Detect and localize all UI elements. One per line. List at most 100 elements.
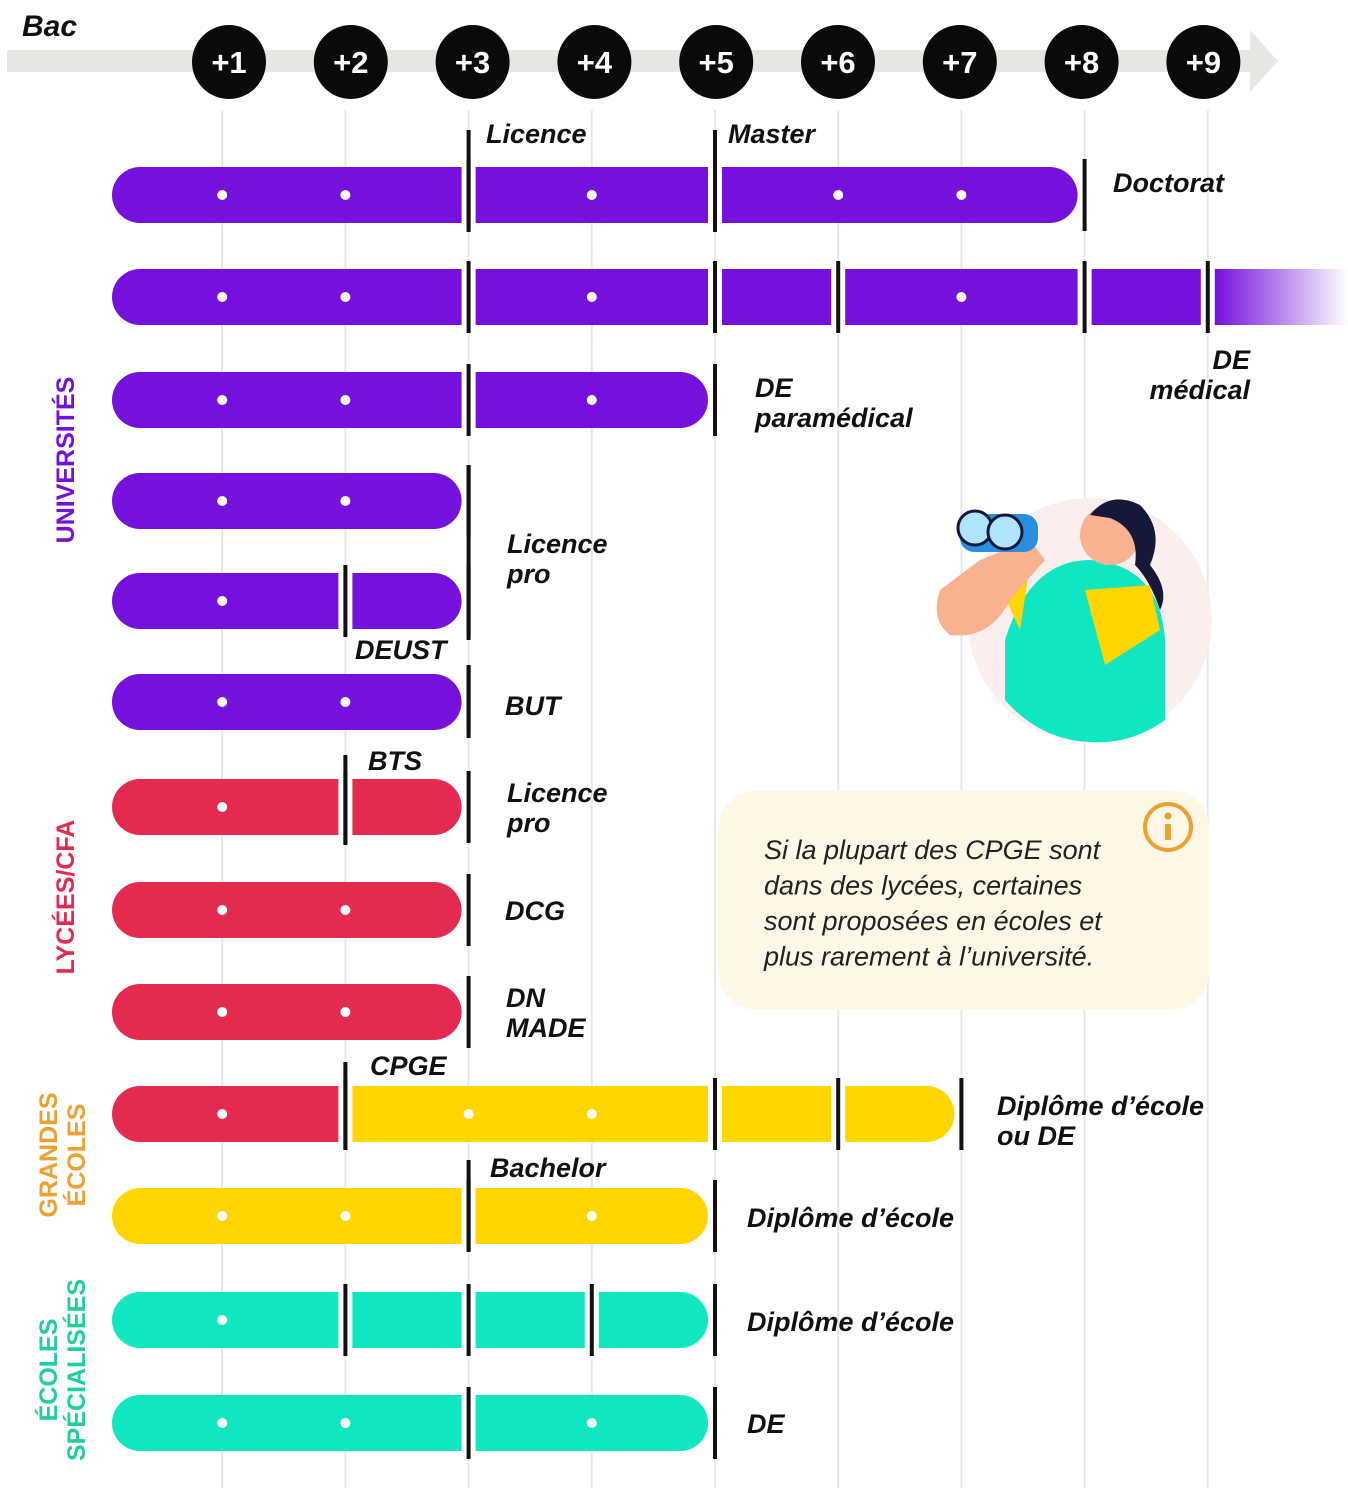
- step-label: +8: [1064, 45, 1099, 80]
- program-label: Bachelor: [490, 1153, 607, 1183]
- program-bar: [352, 1086, 708, 1142]
- year-dot: [217, 1109, 227, 1119]
- year-dot: [217, 905, 227, 915]
- year-dot: [464, 1109, 474, 1119]
- year-dot: [217, 1211, 227, 1221]
- program-label: DN: [506, 983, 545, 1013]
- year-dot: [217, 496, 227, 506]
- program-label: DCG: [505, 896, 565, 926]
- year-dot: [340, 697, 350, 707]
- program-label: Licence: [507, 529, 608, 559]
- step-label: +3: [455, 45, 490, 80]
- step-label: +2: [333, 45, 368, 80]
- year-dot: [956, 292, 966, 302]
- program-bar: [112, 372, 462, 428]
- section-label: UNIVERSITÉS: [51, 377, 80, 544]
- program-label: BUT: [505, 691, 563, 721]
- program-label: DE: [747, 1409, 785, 1439]
- year-dot: [340, 1007, 350, 1017]
- year-dot: [587, 1418, 597, 1428]
- illustration: [937, 498, 1212, 742]
- note-text: sont proposées en écoles et: [764, 906, 1103, 936]
- year-dot: [217, 292, 227, 302]
- program-label: MADE: [506, 1013, 586, 1043]
- program-bar: [112, 984, 462, 1040]
- section-label: ÉCOLES: [62, 1104, 91, 1207]
- program-bar: [112, 1395, 462, 1451]
- note-text: Si la plupart des CPGE sont: [764, 835, 1102, 865]
- step-label: +5: [699, 45, 734, 80]
- year-dot: [217, 190, 227, 200]
- program-label: Licence: [507, 778, 608, 808]
- section-label: ÉCOLES: [34, 1319, 63, 1422]
- step-label: +4: [577, 45, 613, 80]
- program-bar: [112, 674, 462, 730]
- program-label: DE: [755, 373, 793, 403]
- note-text: plus rarement à l’université.: [763, 942, 1094, 972]
- diagram: Bac +1 +2 +3 +4 +5 +6 +7 +8 +9 Licence Master Doctor…: [0, 0, 1348, 1488]
- program-label: Doctorat: [1113, 168, 1225, 198]
- program-bar: [599, 1292, 708, 1348]
- timeline-start: Bac: [22, 10, 77, 43]
- section-label: LYCÉES/CFA: [51, 820, 80, 975]
- program-label: ou DE: [997, 1121, 1076, 1151]
- program-bar: [112, 882, 462, 938]
- program-bar: [352, 779, 461, 835]
- year-dot: [340, 190, 350, 200]
- year-dot: [217, 596, 227, 606]
- program-label: Diplôme d’école: [747, 1307, 954, 1337]
- info-icon: [1165, 824, 1171, 840]
- program-bar: [112, 1188, 462, 1244]
- year-dot: [340, 395, 350, 405]
- program-bar: [1215, 269, 1348, 325]
- year-dot: [587, 292, 597, 302]
- program-label: Diplôme d’école: [747, 1203, 954, 1233]
- year-dot: [217, 697, 227, 707]
- program-bar: [352, 1292, 461, 1348]
- info-icon: [1165, 813, 1172, 820]
- year-dot: [340, 496, 350, 506]
- program-label: Diplôme d’école: [997, 1091, 1204, 1121]
- program-bar: [845, 1086, 954, 1142]
- program-bar: [1092, 269, 1201, 325]
- program-bar: [476, 1292, 585, 1348]
- year-dot: [217, 1315, 227, 1325]
- step-label: +7: [942, 45, 977, 80]
- year-dot: [217, 1418, 227, 1428]
- year-dot: [587, 190, 597, 200]
- step-label: +9: [1186, 45, 1221, 80]
- year-dot: [340, 292, 350, 302]
- step-label: +6: [820, 45, 855, 80]
- section-label: GRANDES: [35, 1092, 63, 1217]
- year-dot: [587, 1109, 597, 1119]
- program-label: pro: [506, 808, 551, 838]
- year-dot: [217, 802, 227, 812]
- program-label: DE: [1212, 345, 1250, 375]
- program-bar: [112, 269, 462, 325]
- year-dot: [587, 1211, 597, 1221]
- program-label: Master: [728, 119, 817, 149]
- year-dot: [217, 1007, 227, 1017]
- program-label: Licence: [486, 119, 587, 149]
- program-label: paramédical: [754, 403, 913, 433]
- step-label: +1: [211, 45, 246, 80]
- program-bar: [112, 167, 462, 223]
- program-label: médical: [1149, 375, 1250, 405]
- program-bar: [722, 269, 831, 325]
- program-bar: [112, 473, 462, 529]
- section-label: SPÉCIALISÉES: [62, 1279, 91, 1461]
- year-dot: [340, 1418, 350, 1428]
- year-dot: [833, 190, 843, 200]
- program-label: DEUST: [355, 635, 449, 665]
- year-dot: [340, 1211, 350, 1221]
- program-label: CPGE: [370, 1051, 448, 1081]
- program-bar: [722, 1086, 831, 1142]
- program-label: pro: [506, 559, 551, 589]
- year-dot: [340, 905, 350, 915]
- program-bar: [352, 573, 461, 629]
- year-dot: [587, 395, 597, 405]
- year-dot: [217, 395, 227, 405]
- note-text: dans des lycées, certaines: [764, 871, 1082, 901]
- program-bar: [722, 167, 1078, 223]
- year-dot: [956, 190, 966, 200]
